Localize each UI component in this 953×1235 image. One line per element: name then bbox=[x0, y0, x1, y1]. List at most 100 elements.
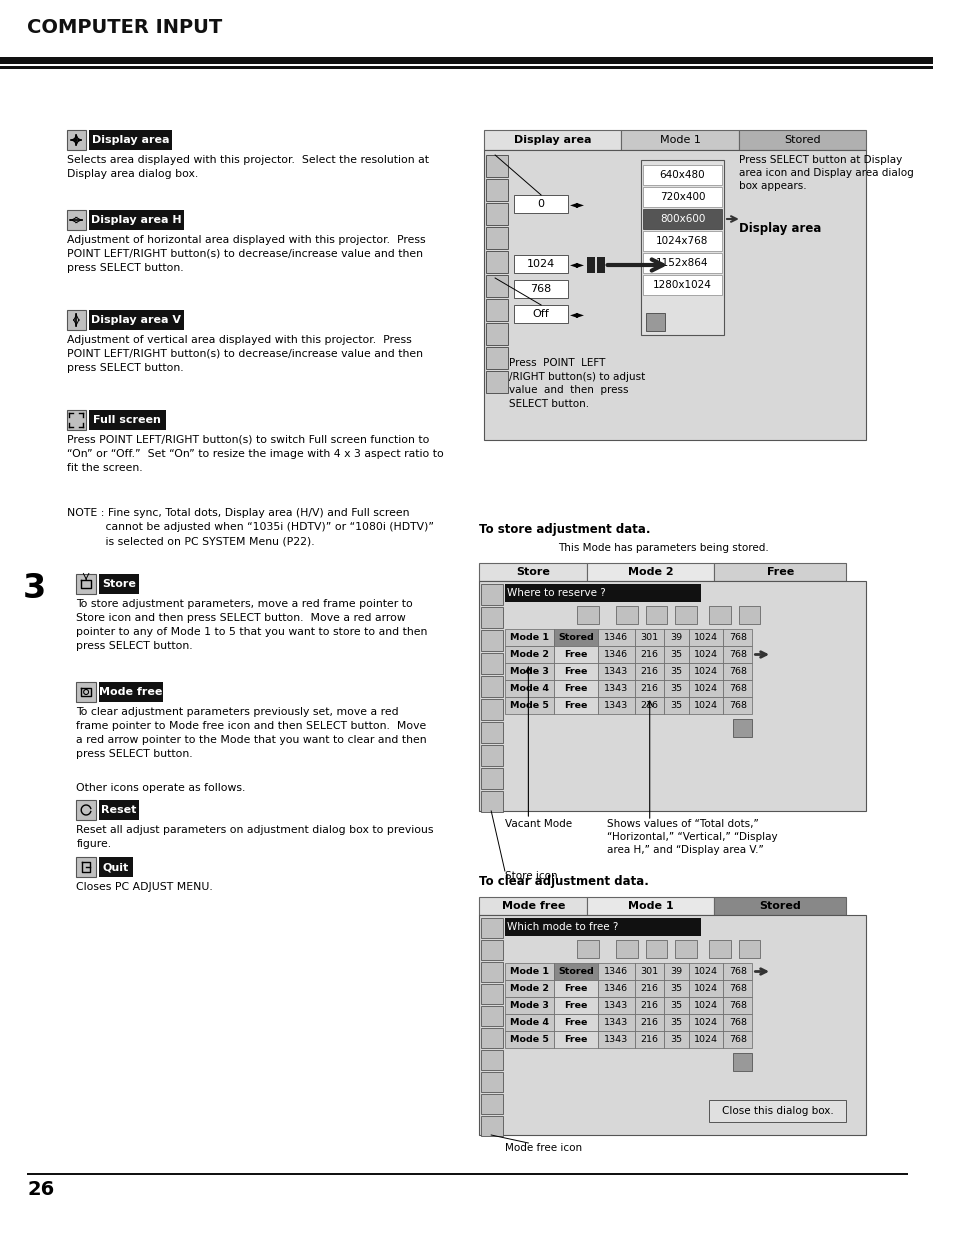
Bar bbox=[645, 312, 664, 331]
Bar bbox=[28, 1173, 907, 1174]
Text: 768: 768 bbox=[728, 650, 746, 659]
Text: 640x480: 640x480 bbox=[659, 170, 704, 180]
Text: 1346: 1346 bbox=[604, 984, 628, 993]
Bar bbox=[99, 682, 163, 701]
Text: Mode 4: Mode 4 bbox=[509, 684, 548, 693]
Bar bbox=[714, 897, 845, 915]
Text: 1343: 1343 bbox=[603, 1018, 628, 1028]
Text: Press  POINT  LEFT
/RIGHT button(s) to adjust
value  and  then  press
SELECT but: Press POINT LEFT /RIGHT button(s) to adj… bbox=[508, 358, 644, 409]
Text: 768: 768 bbox=[728, 1002, 746, 1010]
Text: 35: 35 bbox=[670, 1035, 682, 1044]
Text: 1024x768: 1024x768 bbox=[656, 236, 708, 246]
Text: 1024: 1024 bbox=[693, 667, 718, 676]
Bar bbox=[732, 719, 752, 737]
Text: Free: Free bbox=[563, 1018, 587, 1028]
Bar bbox=[688, 997, 722, 1014]
Bar bbox=[484, 130, 620, 149]
Text: 1343: 1343 bbox=[603, 1002, 628, 1010]
Bar bbox=[504, 918, 700, 936]
Text: Adjustment of horizontal area displayed with this projector.  Press
POINT LEFT/R: Adjustment of horizontal area displayed … bbox=[67, 235, 425, 273]
Bar bbox=[586, 897, 714, 915]
Text: 768: 768 bbox=[728, 967, 746, 976]
Bar bbox=[620, 130, 738, 149]
Bar bbox=[586, 257, 595, 273]
Bar bbox=[76, 682, 96, 701]
Bar bbox=[635, 997, 663, 1014]
Text: ◄►: ◄► bbox=[569, 259, 584, 269]
Text: ◄►: ◄► bbox=[569, 309, 584, 319]
Text: 1024: 1024 bbox=[693, 684, 718, 693]
Bar bbox=[554, 646, 598, 663]
Bar bbox=[479, 580, 865, 811]
Bar bbox=[688, 697, 722, 714]
Text: Selects area displayed with this projector.  Select the resolution at
Display ar: Selects area displayed with this project… bbox=[67, 156, 428, 179]
Text: Display area: Display area bbox=[514, 135, 591, 144]
Bar bbox=[738, 606, 760, 624]
Bar bbox=[481, 1116, 502, 1136]
Bar bbox=[663, 1031, 688, 1049]
Bar bbox=[598, 981, 635, 997]
Text: 768: 768 bbox=[530, 284, 551, 294]
Bar bbox=[481, 653, 502, 674]
Text: Stored: Stored bbox=[759, 902, 801, 911]
Text: 35: 35 bbox=[670, 667, 682, 676]
Text: Reset: Reset bbox=[101, 805, 136, 815]
Bar bbox=[554, 663, 598, 680]
Bar bbox=[597, 257, 604, 273]
Bar bbox=[486, 370, 507, 393]
Text: 1343: 1343 bbox=[603, 1035, 628, 1044]
Bar bbox=[598, 963, 635, 981]
Text: Mode 4: Mode 4 bbox=[509, 1018, 548, 1028]
Text: Stored: Stored bbox=[558, 967, 593, 976]
Bar bbox=[675, 606, 696, 624]
Text: 1346: 1346 bbox=[604, 967, 628, 976]
Bar bbox=[663, 646, 688, 663]
Text: Quit: Quit bbox=[103, 862, 129, 872]
Text: 35: 35 bbox=[670, 684, 682, 693]
Bar bbox=[722, 663, 752, 680]
Bar bbox=[722, 1031, 752, 1049]
Text: Mode 1: Mode 1 bbox=[509, 967, 548, 976]
Text: 26: 26 bbox=[28, 1179, 54, 1199]
Bar bbox=[586, 563, 714, 580]
Bar bbox=[89, 410, 166, 430]
Text: Reset all adjust parameters on adjustment dialog box to previous
figure.: Reset all adjust parameters on adjustmen… bbox=[76, 825, 434, 848]
Bar bbox=[598, 697, 635, 714]
Bar bbox=[99, 800, 139, 820]
Bar bbox=[481, 745, 502, 766]
Text: Mode 2: Mode 2 bbox=[509, 650, 548, 659]
Text: ◄►: ◄► bbox=[569, 199, 584, 209]
Bar bbox=[616, 940, 638, 958]
Bar bbox=[688, 963, 722, 981]
Text: Mode free: Mode free bbox=[99, 687, 163, 697]
Bar bbox=[481, 962, 502, 982]
Bar bbox=[76, 574, 96, 594]
Bar bbox=[645, 940, 667, 958]
Bar bbox=[99, 574, 139, 594]
Text: 1024: 1024 bbox=[693, 984, 718, 993]
Text: Free: Free bbox=[766, 567, 793, 577]
Bar bbox=[642, 209, 721, 228]
Text: 768: 768 bbox=[728, 634, 746, 642]
Text: Mode 1: Mode 1 bbox=[659, 135, 700, 144]
Bar bbox=[481, 768, 502, 789]
Bar bbox=[635, 646, 663, 663]
Bar bbox=[577, 940, 598, 958]
Bar bbox=[513, 305, 567, 324]
Bar bbox=[675, 940, 696, 958]
Text: Mode 1: Mode 1 bbox=[627, 902, 673, 911]
Text: Other icons operate as follows.: Other icons operate as follows. bbox=[76, 783, 246, 793]
Bar bbox=[688, 680, 722, 697]
Text: 216: 216 bbox=[640, 701, 658, 710]
Text: Free: Free bbox=[563, 984, 587, 993]
Bar bbox=[554, 963, 598, 981]
Bar bbox=[722, 981, 752, 997]
Text: 1346: 1346 bbox=[604, 650, 628, 659]
Bar bbox=[722, 697, 752, 714]
Text: 35: 35 bbox=[670, 650, 682, 659]
Text: 216: 216 bbox=[640, 684, 658, 693]
Bar bbox=[76, 857, 96, 877]
Text: Which mode to free ?: Which mode to free ? bbox=[506, 923, 618, 932]
Bar bbox=[504, 981, 554, 997]
Text: Mode free: Mode free bbox=[501, 902, 564, 911]
